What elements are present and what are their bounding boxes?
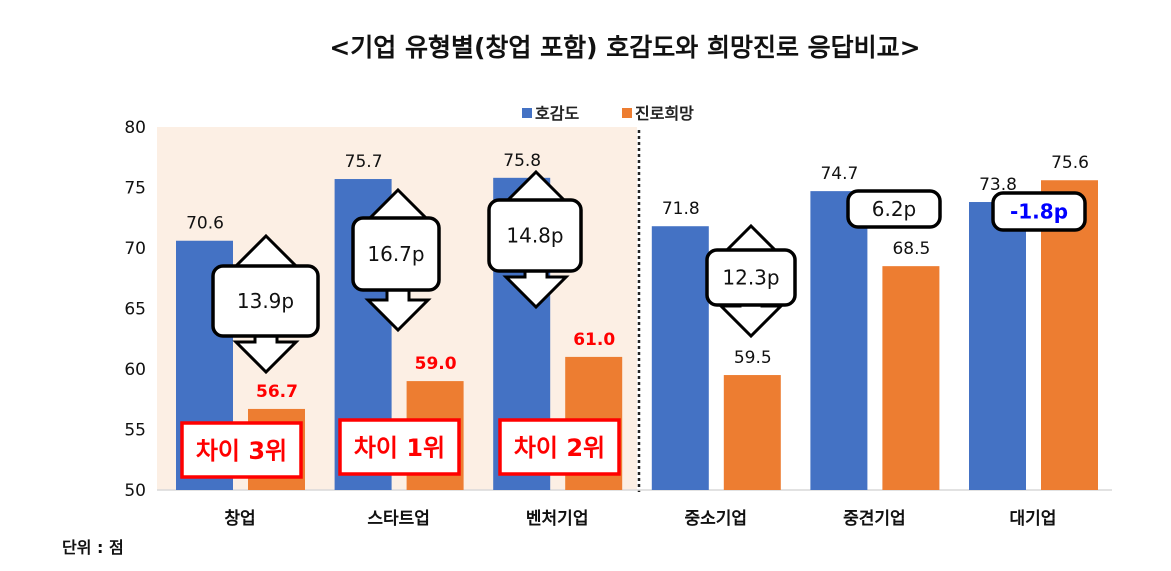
gap-box bbox=[705, 248, 797, 307]
value-label-favor: 75.8 bbox=[503, 151, 541, 171]
value-label-career: 59.5 bbox=[734, 348, 772, 368]
legend-swatch bbox=[522, 108, 532, 118]
rank-box bbox=[338, 418, 461, 476]
x-tick-label: 창업 bbox=[224, 509, 255, 529]
gap-box bbox=[351, 216, 441, 292]
rank-label: 차이 2위 bbox=[514, 434, 605, 462]
gap-label: 12.3p bbox=[722, 266, 779, 290]
chart-title: <기업 유형별(창업 포함) 호감도와 희망진로 응답비교> bbox=[329, 33, 921, 62]
gap-label: -1.8p bbox=[1010, 200, 1068, 224]
bar-favor bbox=[810, 191, 868, 490]
gap-box bbox=[846, 189, 942, 229]
rank-box bbox=[180, 421, 303, 479]
value-label-career: 59.0 bbox=[415, 354, 457, 374]
rank-label: 차이 1위 bbox=[354, 434, 445, 462]
bar-favor bbox=[651, 226, 709, 490]
gap-box bbox=[487, 198, 583, 273]
legend-swatch bbox=[622, 108, 632, 118]
y-tick-label: 80 bbox=[124, 118, 146, 138]
gap-label: 16.7p bbox=[367, 242, 424, 266]
rank-box bbox=[498, 418, 621, 476]
legend-label: 진로희망 bbox=[635, 104, 694, 123]
bar-favor bbox=[969, 202, 1026, 490]
value-label-career: 75.6 bbox=[1051, 153, 1089, 173]
bar-career bbox=[1041, 180, 1098, 491]
rank-label: 차이 3위 bbox=[196, 437, 287, 465]
value-label-favor: 75.7 bbox=[345, 152, 383, 172]
x-tick-label: 중소기업 bbox=[685, 509, 748, 529]
value-label-favor: 73.8 bbox=[979, 175, 1017, 195]
bar-career bbox=[723, 375, 781, 490]
gap-label: 13.9p bbox=[237, 289, 294, 313]
x-tick-label: 벤처기업 bbox=[526, 509, 589, 529]
bar-career bbox=[882, 266, 940, 490]
y-tick-label: 65 bbox=[124, 300, 146, 320]
unit-note: 단위 : 점 bbox=[62, 538, 124, 557]
value-label-favor: 74.7 bbox=[820, 164, 858, 184]
gap-label: 14.8p bbox=[506, 224, 563, 248]
y-tick-label: 75 bbox=[124, 179, 146, 199]
gap-label: 6.2p bbox=[872, 197, 917, 221]
y-tick-label: 70 bbox=[124, 239, 146, 259]
value-label-career: 68.5 bbox=[892, 239, 930, 259]
y-tick-label: 60 bbox=[124, 360, 146, 380]
y-tick-label: 50 bbox=[124, 481, 146, 501]
value-label-career: 61.0 bbox=[573, 330, 615, 350]
gap-box bbox=[211, 264, 320, 338]
value-label-favor: 70.6 bbox=[186, 214, 224, 234]
x-tick-label: 대기업 bbox=[1010, 509, 1057, 529]
x-tick-label: 중견기업 bbox=[843, 509, 906, 529]
gap-box bbox=[991, 191, 1087, 232]
y-tick-label: 55 bbox=[124, 421, 146, 441]
legend-label: 호감도 bbox=[535, 104, 579, 123]
value-label-favor: 71.8 bbox=[662, 199, 700, 219]
x-tick-label: 스타트업 bbox=[367, 509, 430, 529]
value-label-career: 56.7 bbox=[256, 382, 298, 402]
